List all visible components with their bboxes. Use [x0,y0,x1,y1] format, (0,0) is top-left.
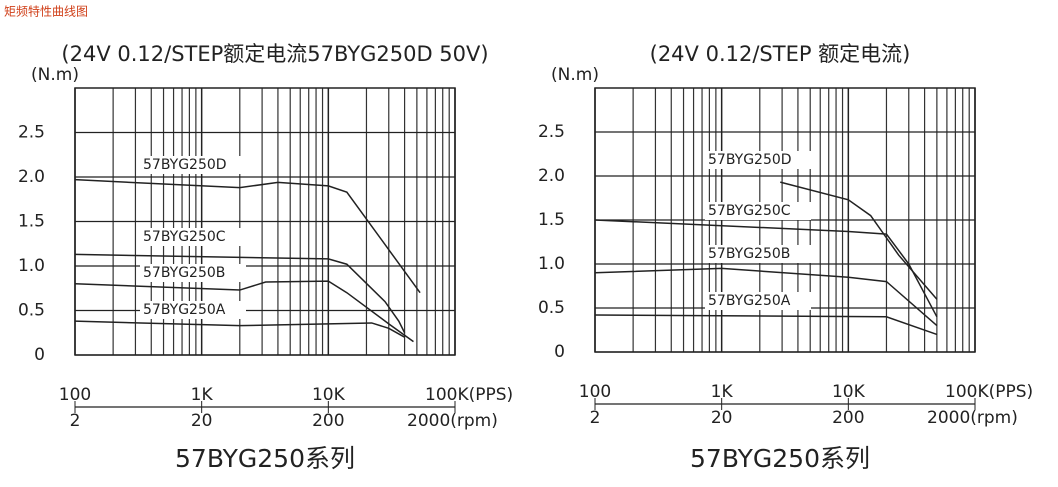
x2-tick-label: 2000(rpm) [407,411,498,431]
x-tick-label: 100K(PPS) [425,385,513,405]
series-label-bg [705,202,811,220]
series-line [594,314,938,336]
y-tick-label: 2.5 [18,123,45,143]
series-label: 57BYG250A [143,302,226,318]
series-line [74,320,405,338]
y-tick-label: 0 [34,345,45,365]
y-axis-label: (N.m) [31,65,79,85]
x2-tick-label: 200 [832,408,864,428]
series-label: 57BYG250B [143,265,225,281]
series-label-bg [140,301,246,319]
y-tick-label: 1.0 [18,256,45,276]
x-tick-label: 10K [312,385,346,405]
x-tick-label: 100 [579,382,611,402]
caption: 57BYG250系列 [175,444,355,473]
x2-tick-label: 200 [312,411,344,431]
series-label-bg [705,292,811,310]
y-tick-label: 2.0 [18,167,45,187]
series-label-bg [140,228,246,246]
series-label-bg [140,156,246,174]
series-line [74,253,406,334]
y-tick-label: 1.5 [18,212,45,232]
y-tick-label: 0 [554,342,565,362]
plot-frame [74,87,456,356]
x2-tick-label: 2 [70,411,81,431]
series-label: 57BYG250A [708,293,791,309]
x-tick-label: 1K [191,385,214,405]
series-line [594,267,938,327]
x2-tick-label: 2000(rpm) [927,408,1018,428]
y-tick-label: 1.0 [538,254,565,274]
x-tick-label: 100K(PPS) [945,382,1033,402]
series-line [74,178,421,294]
series-label: 57BYG250B [708,246,790,262]
y-axis-label: (N.m) [551,65,599,85]
y-tick-label: 0.5 [538,298,565,318]
page-header: 矩频特性曲线图 [4,4,88,19]
x2-tick-label: 2 [590,408,601,428]
chart-title: (24V 0.12/STEP 额定电流) [650,42,911,66]
x-tick-label: 10K [832,382,866,402]
y-tick-label: 1.5 [538,210,565,230]
series-line [780,181,938,300]
series-line [74,280,414,343]
x2-tick-label: 20 [711,408,733,428]
series-label: 57BYG250D [708,152,792,168]
y-tick-label: 2.5 [538,122,565,142]
series-label-bg [705,151,811,169]
series-label-bg [705,245,811,263]
series-label: 57BYG250C [708,203,791,219]
y-tick-label: 2.0 [538,166,565,186]
series-label-bg [140,264,246,282]
series-line [594,219,938,318]
chart-title: (24V 0.12/STEP额定电流57BYG250D 50V) [61,42,488,66]
series-label: 57BYG250D [143,157,227,173]
x2-tick-label: 20 [191,411,213,431]
caption: 57BYG250系列 [690,444,870,473]
y-tick-label: 0.5 [18,301,45,321]
series-label: 57BYG250C [143,229,226,245]
x-tick-label: 100 [59,385,91,405]
x-tick-label: 1K [711,382,734,402]
